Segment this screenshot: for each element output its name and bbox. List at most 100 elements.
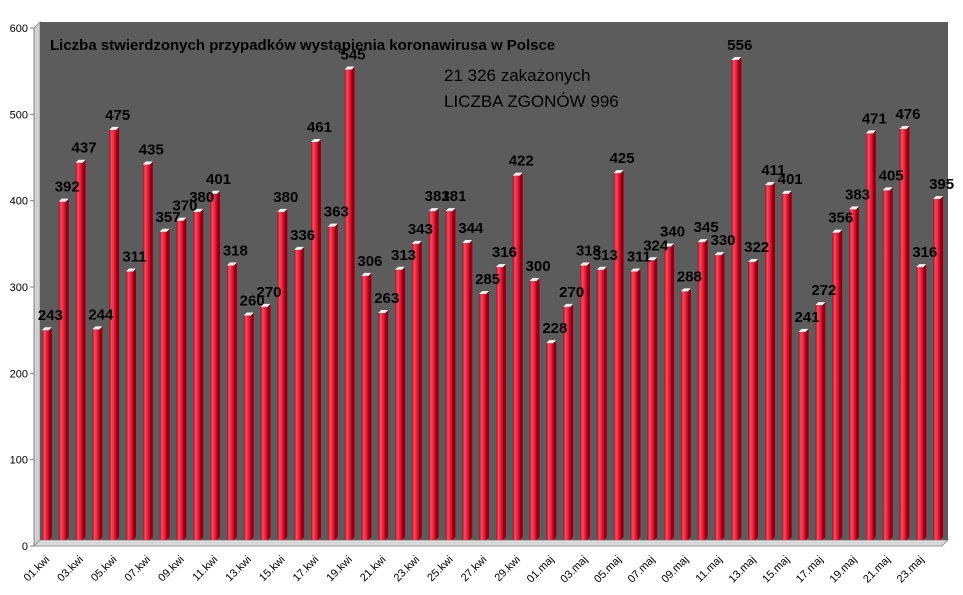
bar-side [317, 139, 321, 540]
bar-front [647, 260, 655, 540]
bar-cap [613, 170, 624, 174]
bar-cap [75, 159, 86, 163]
bar-side [48, 327, 52, 540]
bar-cap [563, 303, 574, 307]
bar-front [378, 312, 386, 540]
bar-side [334, 223, 338, 541]
bar-side [721, 252, 725, 540]
x-tick-label: 13.maj [727, 554, 759, 586]
bar-side [486, 290, 490, 540]
bar-side [402, 266, 406, 540]
data-label: 383 [845, 186, 870, 203]
data-label: 270 [256, 284, 281, 301]
data-label: 345 [694, 219, 719, 236]
chart-data-labels: 2433924372444753114353573703804013182602… [38, 37, 954, 337]
bar-side [116, 126, 120, 541]
bar-front [832, 232, 840, 541]
data-label: 311 [122, 249, 146, 266]
bar-side [368, 272, 372, 540]
bar-front [344, 69, 352, 540]
bar-front [714, 255, 722, 540]
bar-side [65, 198, 69, 540]
bar-cap [462, 240, 473, 244]
bar-cap [529, 278, 540, 281]
bar-front [933, 198, 941, 540]
bar-side [351, 66, 355, 540]
bar-cap [411, 240, 422, 244]
bar-cap [680, 288, 691, 292]
bar [546, 340, 557, 540]
bar-side [519, 172, 523, 540]
bar-front [849, 209, 857, 541]
bar [428, 208, 439, 540]
x-tick-label: 21.maj [861, 554, 893, 586]
bar-front [882, 190, 890, 540]
bar [731, 56, 742, 541]
data-label: 344 [458, 220, 484, 237]
bar-side [923, 264, 927, 540]
bar-front [411, 243, 419, 541]
bar [899, 126, 910, 540]
bar [58, 198, 69, 540]
x-tick-label: 29.kwi [492, 554, 523, 585]
bar [849, 206, 860, 541]
data-label: 357 [156, 209, 181, 226]
bar-side [132, 268, 136, 540]
bar-front [613, 173, 621, 541]
data-label: 381 [441, 188, 466, 205]
bar [832, 229, 843, 541]
bar-cap [933, 195, 944, 199]
chart-annotation-deaths: LICZBA ZGONÓW 996 [444, 92, 619, 111]
bar-side [183, 217, 187, 541]
bar-front [781, 193, 789, 540]
bar-cap [899, 126, 910, 130]
bar [495, 264, 506, 540]
bar [125, 268, 136, 540]
x-tick-label: 09.maj [659, 554, 691, 586]
bar-cap [748, 259, 759, 263]
x-tick-label: 11.maj [694, 554, 725, 585]
x-tick-label: 25.kwi [425, 554, 456, 585]
chart-annotation-infected: 21 326 zakażonych [444, 66, 591, 85]
bar-cap [647, 257, 658, 261]
bar [680, 288, 691, 540]
bar-side [418, 240, 422, 541]
bar-cap [764, 182, 775, 186]
bar-cap [579, 262, 590, 266]
bar-side [856, 206, 860, 541]
data-label: 395 [929, 176, 954, 193]
bar [781, 190, 792, 540]
bar-front [815, 305, 823, 540]
bar [260, 303, 271, 540]
data-label: 336 [290, 227, 315, 244]
bar-cap [361, 272, 372, 276]
data-label: 556 [727, 37, 752, 54]
bar-cap [916, 264, 927, 268]
bar-cap [378, 309, 389, 313]
data-label: 243 [38, 307, 63, 324]
data-label: 324 [643, 237, 669, 254]
bar-front [277, 211, 285, 540]
bar-front [395, 269, 403, 540]
bar-side [637, 268, 641, 540]
x-tick-label: 07.maj [626, 554, 658, 586]
y-tick-label: 600 [10, 23, 28, 35]
bar-side [586, 262, 590, 540]
bar-cap [832, 229, 843, 233]
bar [294, 246, 305, 541]
bar-side [755, 259, 759, 540]
bar [748, 259, 759, 540]
data-label: 476 [895, 106, 920, 123]
bar [142, 161, 153, 540]
bar [327, 223, 338, 541]
bar-side [435, 208, 439, 540]
data-label: 285 [475, 271, 500, 288]
data-label: 311 [627, 249, 651, 266]
bar-side [788, 190, 792, 540]
bar-front [495, 267, 503, 540]
data-label: 330 [710, 232, 735, 249]
bar [176, 217, 187, 541]
bar-side [654, 257, 658, 540]
bar-front [512, 175, 520, 540]
